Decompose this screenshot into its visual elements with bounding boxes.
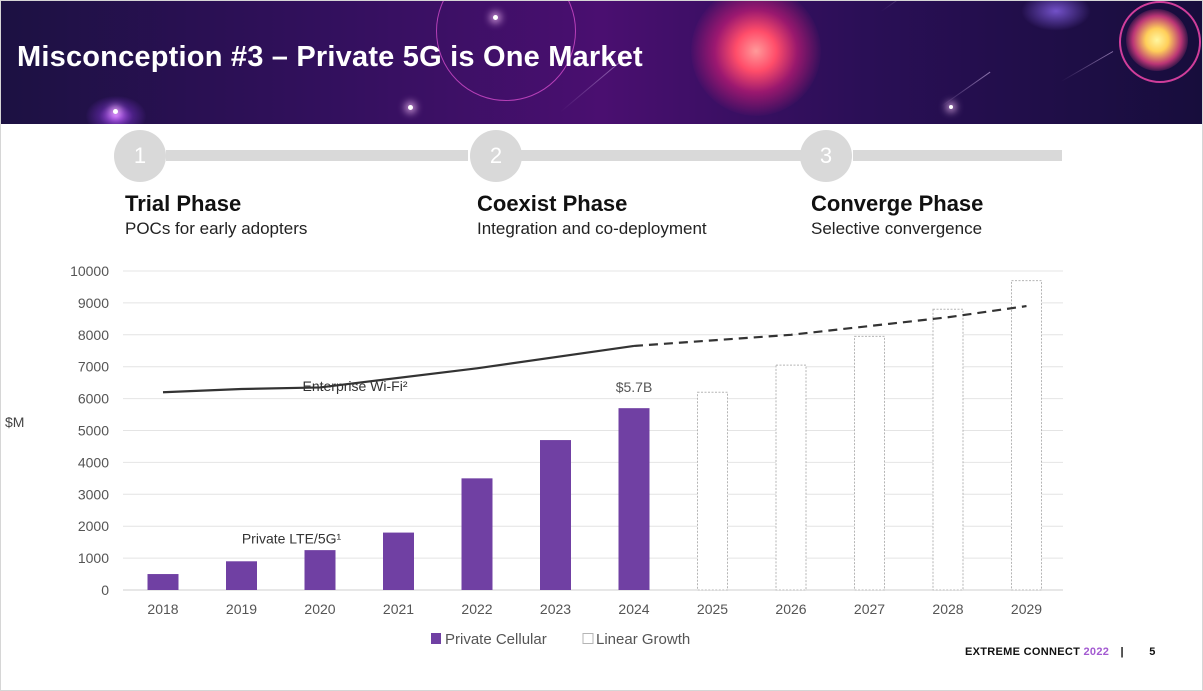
page-number: 5 <box>1149 646 1156 658</box>
y-tick-label: 8000 <box>78 327 109 343</box>
bar-private-cellular <box>461 478 493 590</box>
x-tick-label: 2023 <box>540 601 571 617</box>
phase-2-description: Integration and co-deployment <box>477 219 707 238</box>
x-tick-label: 2025 <box>697 601 728 617</box>
x-tick-label: 2029 <box>1011 601 1042 617</box>
bar-private-cellular <box>540 440 571 590</box>
bar-private-cellular <box>383 532 414 590</box>
y-tick-label: 7000 <box>78 359 109 375</box>
footer-year: 2022 <box>1083 646 1110 658</box>
y-tick-label: 1000 <box>78 550 109 566</box>
x-tick-label: 2024 <box>618 601 649 617</box>
legend-label-private-cellular: Private Cellular <box>445 631 547 648</box>
banner-star-decoration <box>113 109 118 114</box>
y-axis-label: $M <box>5 414 24 430</box>
bar-private-cellular <box>618 408 650 590</box>
x-tick-label: 2020 <box>304 601 335 617</box>
y-tick-label: 5000 <box>78 423 109 439</box>
bar-private-cellular <box>147 574 179 590</box>
title-banner: Misconception #3 – Private 5G is One Mar… <box>1 1 1202 124</box>
wifi-line-dashed <box>633 305 1027 348</box>
y-tick-label: 0 <box>101 582 109 598</box>
banner-sun-decoration <box>691 1 821 116</box>
annotation-private-lte-5g: Private LTE/5G¹ <box>242 530 342 546</box>
slide-title: Misconception #3 – Private 5G is One Mar… <box>17 41 643 73</box>
y-tick-label: 6000 <box>78 391 109 407</box>
phase-3-description: Selective convergence <box>811 219 983 238</box>
x-tick-label: 2021 <box>383 601 414 617</box>
footer: EXTREME CONNECT 2022 | 5 <box>965 646 1156 658</box>
bar-linear-growth <box>1011 280 1042 591</box>
banner-star-decoration <box>493 15 498 20</box>
x-tick-label: 2022 <box>461 601 492 617</box>
y-tick-label: 3000 <box>78 486 109 502</box>
footer-brand: EXTREME CONNECT <box>965 646 1081 658</box>
x-tick-label: 2018 <box>147 601 178 617</box>
bar-linear-growth <box>775 364 807 591</box>
x-tick-label: 2026 <box>775 601 806 617</box>
phase-1-name: Trial Phase <box>125 191 242 216</box>
phase-3-name: Converge Phase <box>811 191 984 216</box>
banner-star-decoration <box>408 105 413 110</box>
legend-swatch-linear-growth <box>582 633 594 644</box>
x-tick-label: 2028 <box>932 601 963 617</box>
phase-3-connector <box>853 150 1062 161</box>
legend-label-linear-growth: Linear Growth <box>596 631 690 648</box>
x-tick-label: 2019 <box>226 601 257 617</box>
phase-2-connector <box>521 150 803 161</box>
bar-linear-growth <box>854 335 885 591</box>
y-tick-label: 9000 <box>78 295 109 311</box>
bar-linear-growth <box>697 391 728 591</box>
y-tick-label: 4000 <box>78 454 109 470</box>
legend-swatch-private-cellular <box>431 633 441 644</box>
bar-private-cellular <box>304 550 336 590</box>
y-tick-label: 10000 <box>70 263 109 279</box>
phase-3-number: 3 <box>800 130 852 182</box>
phase-1-number: 1 <box>114 130 166 182</box>
footer-separator: | <box>1120 646 1124 658</box>
bar-private-cellular <box>226 561 257 590</box>
phase-1-description: POCs for early adopters <box>125 219 308 238</box>
phase-1-connector <box>166 150 468 161</box>
y-tick-label: 2000 <box>78 518 109 534</box>
banner-sun-decoration <box>1126 9 1188 71</box>
banner-star-decoration <box>949 105 953 109</box>
banner-ring-decoration <box>1119 1 1201 83</box>
x-tick-label: 2027 <box>854 601 885 617</box>
phase-2-name: Coexist Phase <box>477 191 628 216</box>
phase-2-number: 2 <box>470 130 522 182</box>
annotation-enterprise-wifi: Enterprise Wi-Fi² <box>302 378 407 394</box>
annotation-total-2024: $5.7B <box>616 379 653 395</box>
bar-linear-growth <box>932 308 964 591</box>
wifi-line-solid <box>162 344 635 394</box>
